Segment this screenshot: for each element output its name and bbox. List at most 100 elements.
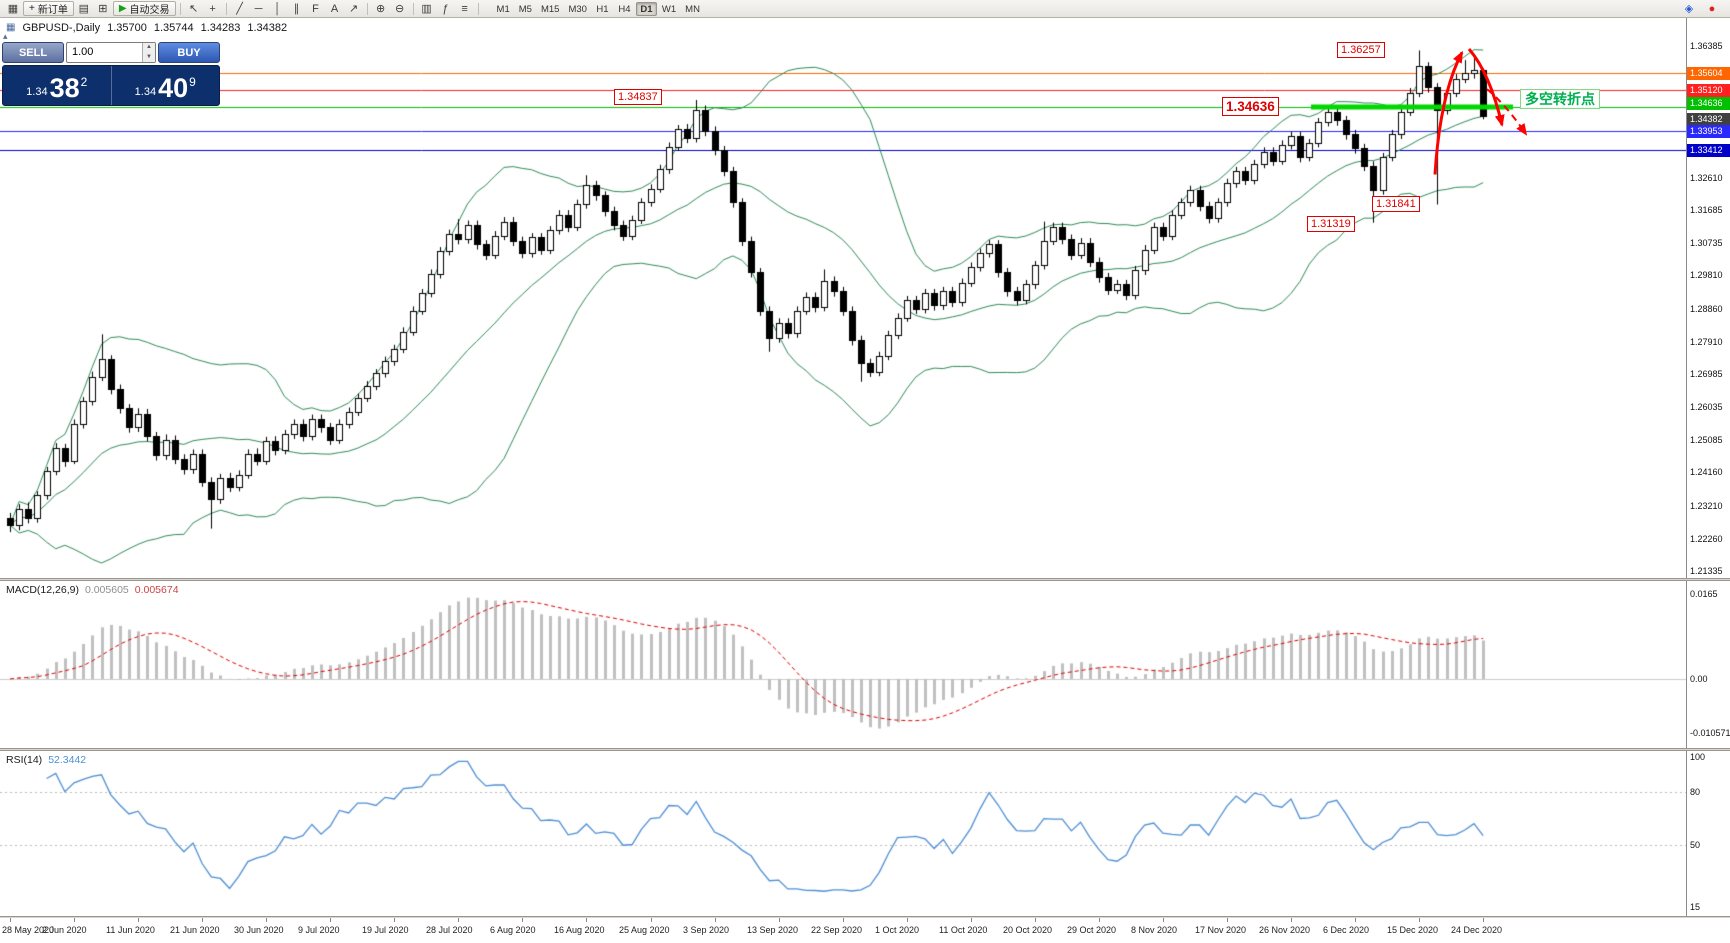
zoom-in-icon: ⊕ <box>375 3 386 15</box>
market-watch-icon[interactable]: ⊞ <box>94 1 112 16</box>
date-label: 6 Aug 2020 <box>490 925 536 935</box>
auto-trading-button[interactable]: ▶ 自动交易 <box>112 1 176 16</box>
auto-trading-icon: ▶ <box>118 3 127 14</box>
rsi-scale-tick: 50 <box>1690 840 1701 850</box>
timeframe-MN[interactable]: MN <box>685 3 700 15</box>
new-chart-icon[interactable]: ▦ <box>4 1 22 16</box>
text-label-icon[interactable]: A <box>326 1 344 16</box>
rsi-panel[interactable]: RSI(14) 52.3442 <box>0 751 1686 916</box>
crosshair-icon[interactable]: + <box>204 1 222 16</box>
macd-scale-tick: -0.010571 <box>1690 728 1730 738</box>
time-tick <box>1227 918 1228 922</box>
buy-button[interactable]: BUY <box>158 42 220 63</box>
price-tick: 1.26035 <box>1690 402 1723 412</box>
price-tick: 1.31685 <box>1690 205 1723 215</box>
price-level-box: 1.34382 <box>1687 113 1730 126</box>
sell-button[interactable]: SELL <box>2 42 64 63</box>
rsi-axis[interactable]: 100 80 50 15 <box>1686 751 1730 916</box>
tile-windows-icon: ▥ <box>421 3 432 15</box>
timeframe-M15[interactable]: M15 <box>540 3 560 15</box>
equidistant-channel-icon: ∥ <box>293 3 300 15</box>
macd-splitter[interactable] <box>0 578 1730 581</box>
new-order-label: 新订单 <box>37 5 68 16</box>
indicators-icon[interactable]: ƒ <box>437 1 455 16</box>
price-axis[interactable]: 1.36385 1.32610 1.31685 1.30735 1.29810 1.288… <box>1686 18 1730 578</box>
time-tick <box>1291 918 1292 922</box>
one-click-collapse-icon[interactable]: ▴ <box>3 31 8 41</box>
fibonacci-icon: F <box>312 2 319 15</box>
community-icon[interactable]: ◈ <box>1680 1 1698 16</box>
fibonacci-icon[interactable]: F <box>307 1 325 16</box>
price-tick: 1.22260 <box>1690 534 1723 544</box>
timeframe-H4[interactable]: H4 <box>618 3 631 15</box>
price-tick: 1.23210 <box>1690 501 1723 511</box>
arrow-tool-icon[interactable]: ↗ <box>345 1 363 16</box>
date-label: 2 Jun 2020 <box>42 925 87 935</box>
chart-high: 1.35744 <box>153 22 194 34</box>
lot-spinner[interactable]: ▲ ▼ <box>142 43 155 62</box>
date-label: 17 Nov 2020 <box>1195 925 1247 935</box>
rsi-splitter[interactable] <box>0 748 1730 751</box>
date-label: 8 Nov 2020 <box>1131 925 1178 935</box>
time-tick <box>779 918 780 922</box>
turning-point-annotation[interactable]: 多空转折点 <box>1520 89 1600 109</box>
toolbar-separator <box>366 2 368 15</box>
timeframe-M30[interactable]: M30 <box>568 3 587 15</box>
charts-cascade-icon[interactable]: ▤ <box>75 1 93 16</box>
candlestick-chart-canvas[interactable] <box>0 18 1686 578</box>
timeframe-D1[interactable]: D1 <box>635 1 657 16</box>
price-annotation-1.36257[interactable]: 1.36257 <box>1337 42 1385 58</box>
zoom-out-icon[interactable]: ⊖ <box>391 1 409 16</box>
horizontal-line-icon[interactable]: ─ <box>250 1 268 16</box>
date-label: 28 May 2020 <box>2 925 55 935</box>
main-chart-panel[interactable]: 1.36257 1.34837 1.34636 1.31841 1.31319 ▦ GB… <box>0 18 1686 578</box>
macd-canvas[interactable] <box>0 581 1686 748</box>
timeframe-W1[interactable]: W1 <box>661 3 677 15</box>
date-label: 6 Dec 2020 <box>1323 925 1370 935</box>
macd-axis[interactable]: 0.0165 0.00 -0.010571 <box>1686 581 1730 748</box>
notification-icon[interactable]: ● <box>1703 1 1721 16</box>
price-annotation-1.31319[interactable]: 1.31319 <box>1307 216 1355 232</box>
text-label-icon: A <box>330 2 339 15</box>
date-label: 30 Jun 2020 <box>234 925 284 935</box>
equidistant-channel-icon[interactable]: ∥ <box>288 1 306 16</box>
lot-size-value[interactable]: 1.00 <box>72 46 94 58</box>
timeframe-M1[interactable]: M1 <box>496 3 510 15</box>
objects-list-icon[interactable]: ≡ <box>456 1 474 16</box>
time-tick <box>1099 918 1100 922</box>
price-level-box: 1.35120 <box>1687 84 1730 97</box>
time-tick <box>1419 918 1420 922</box>
price-annotation-1.34636[interactable]: 1.34636 <box>1222 97 1279 116</box>
cursor-icon[interactable]: ↖ <box>185 1 203 16</box>
date-label: 20 Oct 2020 <box>1003 925 1053 935</box>
date-label: 9 Jul 2020 <box>298 925 340 935</box>
price-tick: 1.29810 <box>1690 270 1723 280</box>
bottom-splitter <box>0 916 1730 918</box>
price-tick: 1.21335 <box>1690 566 1723 576</box>
time-tick <box>330 918 331 922</box>
objects-list-icon: ≡ <box>461 2 468 15</box>
chart-close: 1.34382 <box>247 22 288 34</box>
cursor-icon: ↖ <box>188 3 199 15</box>
lot-increase-icon[interactable]: ▲ <box>143 43 155 53</box>
new-order-button[interactable]: + 新订单 <box>23 1 74 16</box>
toolbar-separator <box>225 2 227 15</box>
time-tick <box>74 918 75 922</box>
ask-price: 1.34 40 9 <box>134 73 196 103</box>
price-annotation-1.31841[interactable]: 1.31841 <box>1372 196 1420 212</box>
zoom-in-icon[interactable]: ⊕ <box>372 1 390 16</box>
rsi-header: RSI(14) 52.3442 <box>6 754 87 766</box>
tile-windows-icon[interactable]: ▥ <box>418 1 436 16</box>
time-axis[interactable]: 28 May 2020 2 Jun 2020 11 Jun 2020 21 Jun 2… <box>0 918 1730 943</box>
rsi-canvas[interactable] <box>0 751 1686 916</box>
zoom-out-icon: ⊖ <box>394 3 405 15</box>
trendline-icon[interactable]: ╱ <box>231 1 249 16</box>
timeframe-H1[interactable]: H1 <box>596 3 609 15</box>
vertical-line-icon[interactable]: │ <box>269 1 287 16</box>
time-tick <box>586 918 587 922</box>
lot-decrease-icon[interactable]: ▼ <box>143 52 155 62</box>
macd-panel[interactable]: MACD(12,26,9) 0.005605 0.005674 <box>0 581 1686 748</box>
lot-size-input[interactable]: 1.00 ▲ ▼ <box>66 42 156 63</box>
timeframe-M5[interactable]: M5 <box>518 3 532 15</box>
price-annotation-1.34837[interactable]: 1.34837 <box>614 89 662 105</box>
